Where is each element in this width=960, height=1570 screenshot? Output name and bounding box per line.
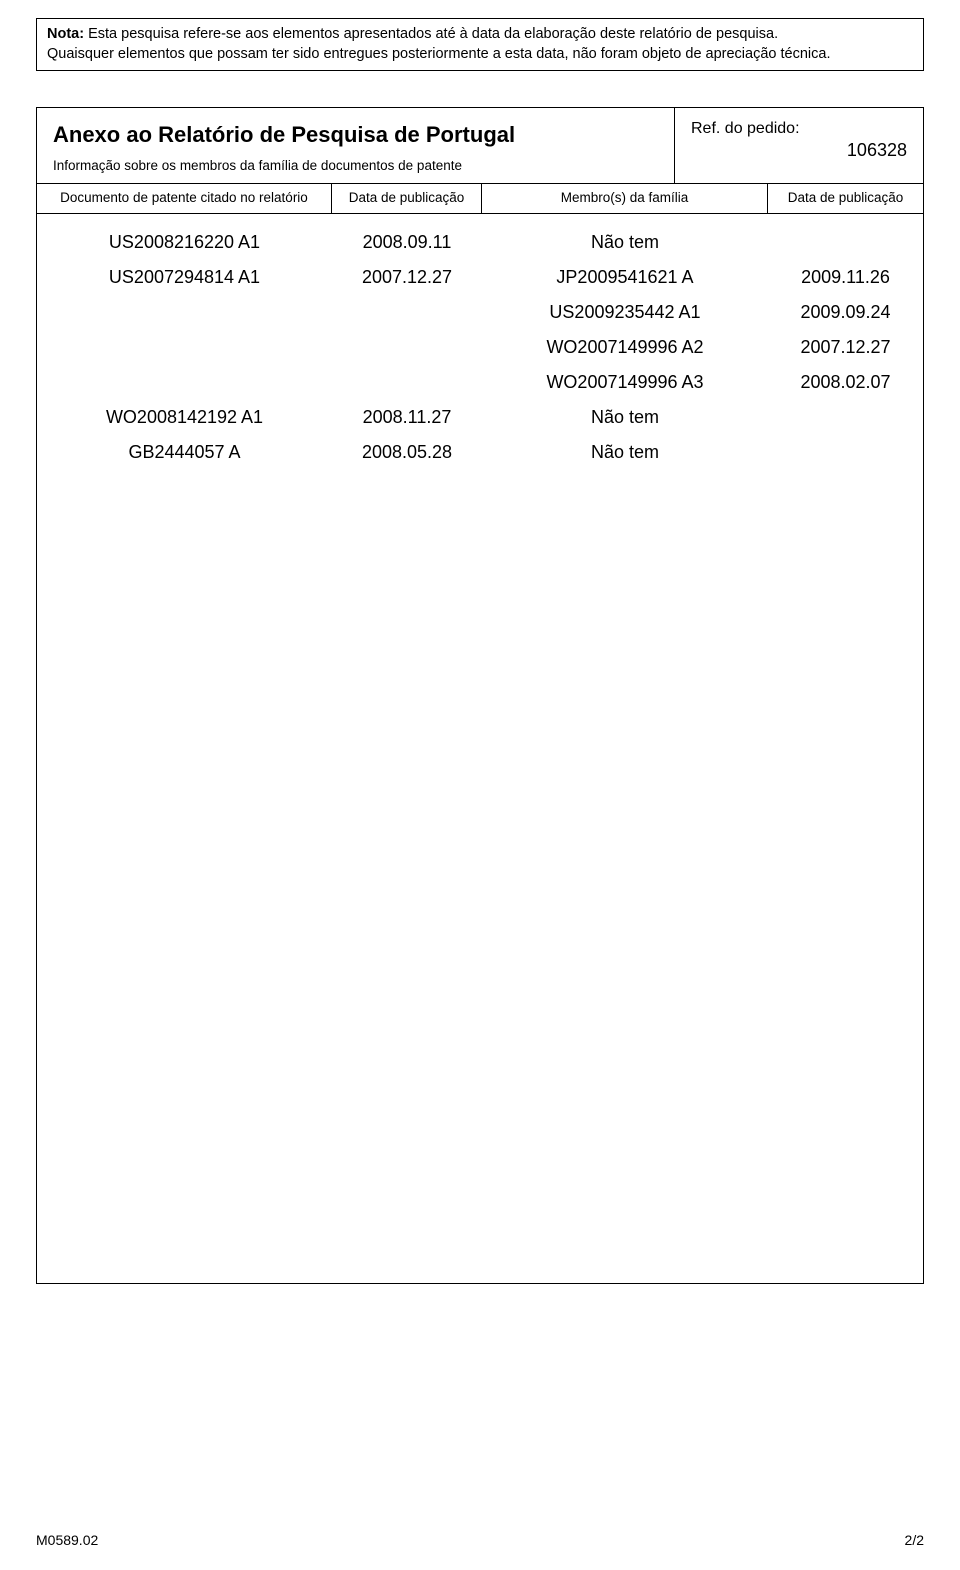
cell-member: Não tem	[482, 442, 768, 463]
table-row: US2008216220 A1 2008.09.11 Não tem	[37, 232, 923, 253]
ref-number: 106328	[691, 140, 907, 161]
note-line2: Quaisquer elementos que possam ter sido …	[47, 46, 830, 62]
table-row: WO2007149996 A3 2008.02.07	[37, 372, 923, 393]
table-row: US2007294814 A1 2007.12.27 JP2009541621 …	[37, 267, 923, 288]
cell-member: Não tem	[482, 407, 768, 428]
data-body: US2008216220 A1 2008.09.11 Não tem US200…	[36, 214, 924, 1284]
cell-doc: US2008216220 A1	[37, 232, 332, 253]
footer: M0589.02 2/2	[36, 1532, 924, 1548]
cell-date	[332, 302, 482, 323]
cell-mdate: 2008.02.07	[768, 372, 923, 393]
cell-date: 2007.12.27	[332, 267, 482, 288]
cell-member: JP2009541621 A	[482, 267, 768, 288]
col-mdate: Data de publicação	[768, 184, 923, 213]
cell-mdate: 2007.12.27	[768, 337, 923, 358]
cell-mdate	[768, 407, 923, 428]
ref-label: Ref. do pedido:	[691, 120, 907, 138]
table-row: WO2008142192 A1 2008.11.27 Não tem	[37, 407, 923, 428]
cell-mdate	[768, 232, 923, 253]
cell-member: WO2007149996 A3	[482, 372, 768, 393]
cell-mdate: 2009.09.24	[768, 302, 923, 323]
cell-doc	[37, 372, 332, 393]
note-box: Nota: Esta pesquisa refere-se aos elemen…	[36, 18, 924, 71]
cell-date	[332, 337, 482, 358]
table-row: WO2007149996 A2 2007.12.27	[37, 337, 923, 358]
cell-mdate: 2009.11.26	[768, 267, 923, 288]
cell-member: Não tem	[482, 232, 768, 253]
report-title: Anexo ao Relatório de Pesquisa de Portug…	[53, 122, 658, 148]
cell-doc	[37, 302, 332, 323]
table-row: US2009235442 A1 2009.09.24	[37, 302, 923, 323]
cell-doc: GB2444057 A	[37, 442, 332, 463]
cell-date: 2008.05.28	[332, 442, 482, 463]
cell-mdate	[768, 442, 923, 463]
cell-doc: WO2008142192 A1	[37, 407, 332, 428]
col-doc: Documento de patente citado no relatório	[37, 184, 332, 213]
col-member: Membro(s) da família	[482, 184, 768, 213]
cell-date	[332, 372, 482, 393]
cell-date: 2008.11.27	[332, 407, 482, 428]
cell-member: WO2007149996 A2	[482, 337, 768, 358]
header-right: Ref. do pedido: 106328	[674, 107, 924, 184]
footer-left: M0589.02	[36, 1532, 98, 1548]
header-row: Anexo ao Relatório de Pesquisa de Portug…	[36, 107, 924, 184]
cell-doc	[37, 337, 332, 358]
header-left: Anexo ao Relatório de Pesquisa de Portug…	[36, 107, 674, 184]
note-line1: Esta pesquisa refere-se aos elementos ap…	[84, 26, 778, 42]
table-row: GB2444057 A 2008.05.28 Não tem	[37, 442, 923, 463]
col-date: Data de publicação	[332, 184, 482, 213]
column-headers: Documento de patente citado no relatório…	[36, 184, 924, 214]
note-label: Nota:	[47, 26, 84, 42]
footer-right: 2/2	[905, 1532, 924, 1548]
report-subtitle: Informação sobre os membros da família d…	[53, 158, 658, 173]
cell-date: 2008.09.11	[332, 232, 482, 253]
cell-doc: US2007294814 A1	[37, 267, 332, 288]
cell-member: US2009235442 A1	[482, 302, 768, 323]
